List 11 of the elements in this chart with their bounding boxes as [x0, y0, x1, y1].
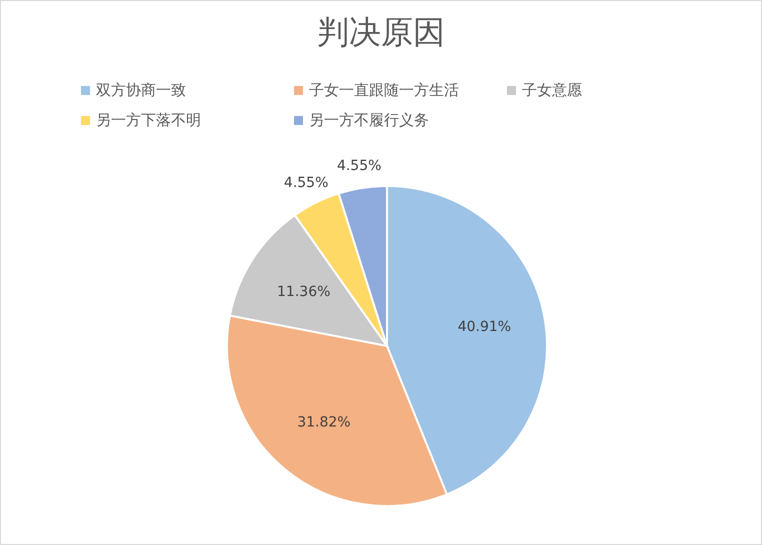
- data-label: 40.91%: [458, 319, 512, 336]
- legend-label: 另一方不履行义务: [309, 110, 429, 130]
- legend-label: 子女意愿: [522, 80, 582, 100]
- data-label: 4.55%: [336, 158, 382, 174]
- data-label: 4.55%: [284, 174, 328, 191]
- data-label: 11.36%: [277, 284, 330, 300]
- legend-label: 另一方下落不明: [96, 110, 201, 130]
- data-label: 31.82%: [297, 414, 351, 431]
- legend-label: 子女一直跟随一方生活: [309, 80, 459, 100]
- legend-label: 双方协商一致: [96, 80, 186, 100]
- chart-title: 判决原因: [316, 12, 446, 53]
